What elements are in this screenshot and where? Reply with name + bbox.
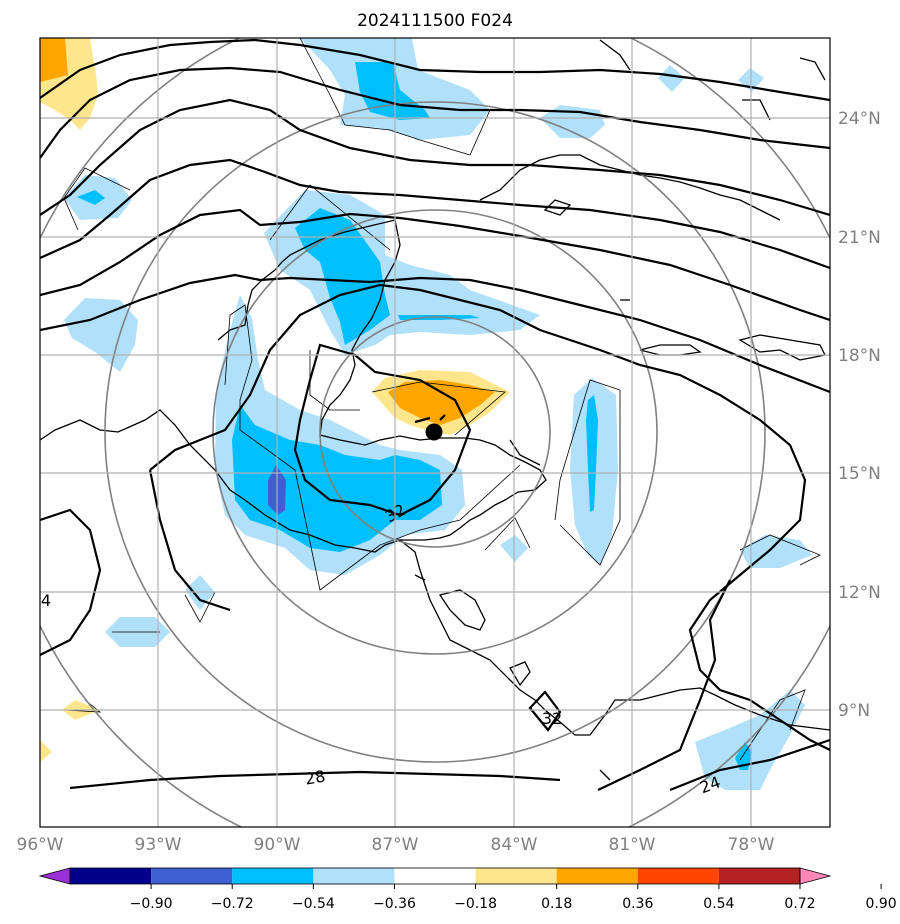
colorbar-tick-label: 0.90 <box>866 896 897 912</box>
lon-label-78: 78°W <box>728 835 775 855</box>
height-contours <box>40 38 830 792</box>
colorbar-segment <box>232 868 314 884</box>
thin-contours <box>63 38 821 761</box>
colorbar-segment <box>718 868 800 884</box>
colorbar-tick-label: −0.54 <box>292 896 335 912</box>
longitude-labels: 96°W 93°W 90°W 87°W 84°W 81°W 78°W <box>17 835 775 855</box>
colorbar-segment <box>637 868 719 884</box>
shading-orange <box>40 38 495 425</box>
colorbar: −0.90 −0.72 −0.54 −0.36 −0.18 0.18 0.36 0.54 0.7… <box>38 867 897 912</box>
latitude-labels: 24°N 21°N 18°N 15°N 12°N 9°N <box>838 109 881 721</box>
colorbar-tick-label: −0.36 <box>373 896 416 912</box>
colorbar-extend-high <box>799 867 832 885</box>
colorbar-segment <box>70 868 152 884</box>
contour-label-32b: 32 <box>542 709 562 728</box>
lon-label-84: 84°W <box>491 835 538 855</box>
contour-label-4: 4 <box>41 591 51 610</box>
colorbar-segment <box>394 868 476 884</box>
figure-title: 2024111500 F024 <box>357 11 513 31</box>
colorbar-tick-label: 0.18 <box>541 896 572 912</box>
colorbar-extend-low <box>38 867 71 885</box>
colorbar-tick-label: 0.36 <box>622 896 653 912</box>
colorbar-tick-label: 0.54 <box>703 896 734 912</box>
lat-label-18: 18°N <box>838 346 881 366</box>
colorbar-tick-label: −0.18 <box>454 896 497 912</box>
colorbar-tick-label: −0.72 <box>211 896 254 912</box>
lon-label-90: 90°W <box>254 835 301 855</box>
gridlines <box>40 38 830 827</box>
colorbar-segment <box>151 868 233 884</box>
map-area: 32 32 28 24 4 <box>40 38 830 827</box>
lat-label-9: 9°N <box>838 701 870 721</box>
contour-label-28: 28 <box>303 766 326 788</box>
colorbar-segment <box>556 868 638 884</box>
lon-label-81: 81°W <box>609 835 656 855</box>
lat-label-12: 12°N <box>838 583 881 603</box>
colorbar-outline <box>69 867 801 885</box>
lon-label-93: 93°W <box>135 835 182 855</box>
colorbar-tick-label: 0.72 <box>784 896 815 912</box>
lon-label-87: 87°W <box>372 835 419 855</box>
colorbar-segment <box>313 868 395 884</box>
lon-label-96: 96°W <box>17 835 64 855</box>
lat-label-24: 24°N <box>838 109 881 129</box>
colorbar-tick-label: −0.90 <box>130 896 173 912</box>
colorbar-segment <box>475 868 557 884</box>
lat-label-15: 15°N <box>838 464 881 484</box>
map-frame <box>39 37 831 828</box>
storm-center-marker <box>425 423 443 441</box>
range-rings <box>40 38 830 827</box>
lat-label-21: 21°N <box>838 228 881 248</box>
